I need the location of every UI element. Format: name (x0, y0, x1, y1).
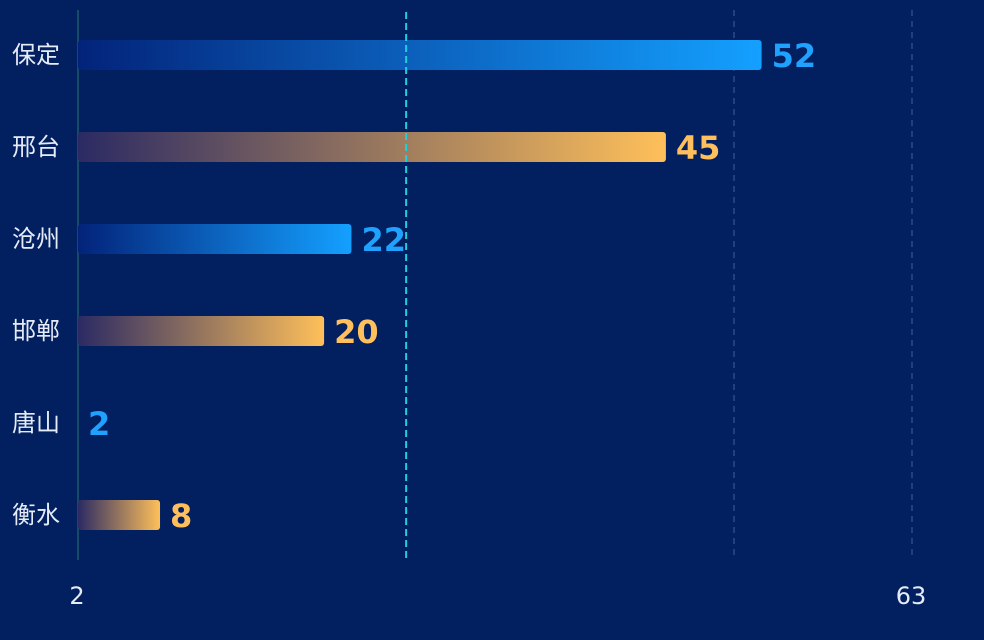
bars (78, 40, 762, 530)
value-label-6: 8 (170, 497, 192, 535)
bar-1 (78, 40, 762, 70)
labels: 保定 52 邢台 45 沧州 22 邯郸 20 唐山 2 衡水 8 2 63 (12, 37, 926, 610)
category-label-1: 保定 (12, 41, 60, 69)
bar-3 (78, 224, 352, 254)
bar-4 (78, 316, 325, 346)
value-label-4: 20 (334, 313, 379, 351)
category-label-2: 邢台 (12, 133, 60, 161)
category-label-3: 沧州 (12, 225, 60, 253)
bar-2 (78, 132, 666, 162)
category-label-6: 衡水 (12, 501, 60, 529)
value-label-1: 52 (772, 37, 817, 75)
value-label-2: 45 (676, 129, 721, 167)
value-label-3: 22 (361, 221, 406, 259)
value-label-5: 2 (88, 405, 110, 443)
grid (77, 10, 913, 560)
category-label-5: 唐山 (12, 409, 60, 437)
bar-6 (78, 500, 161, 530)
x-tick-label-1: 2 (69, 582, 84, 610)
category-label-4: 邯郸 (12, 317, 60, 345)
x-tick-label-2: 63 (896, 582, 927, 610)
